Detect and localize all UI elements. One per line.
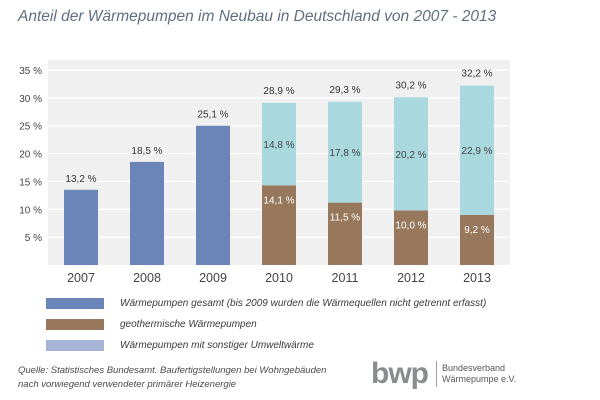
logo-line-2: Wärmepumpe e.V. bbox=[442, 374, 517, 384]
legend-item-geo: geothermische Wärmepumpen bbox=[46, 317, 257, 331]
legend-label-env: Wärmepumpen mit sonstiger Umweltwärme bbox=[120, 339, 314, 351]
bar-label-env: 22,9 % bbox=[461, 146, 492, 157]
bar-label-env: 14,8 % bbox=[263, 140, 294, 151]
logo-wordmark: bwp bbox=[371, 357, 429, 390]
x-tick-label: 2009 bbox=[199, 271, 227, 285]
legend-swatch-total bbox=[46, 297, 104, 309]
y-tick-label: 10 % bbox=[19, 205, 42, 216]
bar-label-total: 13,2 % bbox=[65, 174, 96, 185]
legend-label-total: Wärmepumpen gesamt (bis 2009 wurden die … bbox=[120, 297, 487, 309]
bar-total-label: 29,3 % bbox=[329, 85, 360, 96]
bar-env bbox=[328, 101, 362, 203]
legend-item-total: Wärmepumpen gesamt (bis 2009 wurden die … bbox=[46, 296, 486, 310]
bar-label-geo: 14,1 % bbox=[263, 195, 294, 206]
bar-env bbox=[394, 97, 428, 211]
x-tick-label: 2013 bbox=[463, 271, 491, 285]
bar-label-geo: 9,2 % bbox=[464, 225, 490, 236]
bar-geo bbox=[460, 214, 494, 265]
bar-label-env: 17,8 % bbox=[329, 148, 360, 159]
bar-total-label: 30,2 % bbox=[395, 80, 426, 91]
bar-total bbox=[130, 161, 164, 265]
y-tick-label: 30 % bbox=[19, 94, 42, 105]
bar-geo bbox=[262, 185, 296, 265]
y-tick-label: 15 % bbox=[19, 177, 42, 188]
x-tick-label: 2007 bbox=[67, 271, 95, 285]
bar-label-total: 18,5 % bbox=[131, 146, 162, 157]
bar-total bbox=[64, 189, 98, 265]
legend-item-env: Wärmepumpen mit sonstiger Umweltwärme bbox=[46, 338, 314, 352]
bar-total-label: 28,9 % bbox=[263, 86, 294, 97]
legend-swatch-geo bbox=[46, 318, 104, 330]
bar-label-geo: 10,0 % bbox=[395, 220, 426, 231]
bar-chart: 5 % 10 % 15 % 20 % 25 % 30 % 35 % 13,2 % 2007 18,… bbox=[19, 60, 510, 285]
bar-total-label: 32,2 % bbox=[461, 69, 492, 80]
source-line-2: nach vorwiegend verwendeter primärer Hei… bbox=[18, 379, 237, 390]
bar-total bbox=[196, 125, 230, 265]
bar-label-total: 25,1 % bbox=[197, 110, 228, 121]
x-tick-label: 2008 bbox=[133, 271, 161, 285]
x-tick-label: 2011 bbox=[332, 271, 359, 285]
bar-geo bbox=[394, 210, 428, 265]
legend-swatch-env bbox=[46, 339, 104, 351]
y-tick-label: 25 % bbox=[19, 122, 42, 133]
bar-env bbox=[262, 102, 296, 186]
bar-env bbox=[460, 85, 494, 215]
y-tick-label: 20 % bbox=[19, 150, 42, 161]
logo-divider bbox=[436, 361, 437, 387]
source-note: Quelle: Statistisches Bundesamt. Baufert… bbox=[18, 364, 326, 392]
bar-label-geo: 11,5 % bbox=[330, 213, 360, 224]
logo-org-name: Bundesverband Wärmepumpe e.V. bbox=[442, 363, 516, 385]
y-tick-label: 5 % bbox=[25, 233, 42, 244]
x-tick-label: 2012 bbox=[397, 271, 425, 285]
bar-geo bbox=[328, 202, 362, 265]
source-line-1: Quelle: Statistisches Bundesamt. Baufert… bbox=[18, 365, 327, 376]
logo-line-1: Bundesverband bbox=[442, 363, 506, 373]
legend-label-geo: geothermische Wärmepumpen bbox=[120, 318, 257, 330]
x-tick-label: 2010 bbox=[265, 271, 293, 285]
bwp-logo: bwp Bundesverband Wärmepumpe e.V. bbox=[371, 357, 516, 390]
chart-title: Anteil der Wärmepumpen im Neubau in Deut… bbox=[18, 8, 497, 25]
y-tick-label: 35 % bbox=[19, 66, 42, 77]
bar-label-env: 20,2 % bbox=[395, 150, 426, 161]
